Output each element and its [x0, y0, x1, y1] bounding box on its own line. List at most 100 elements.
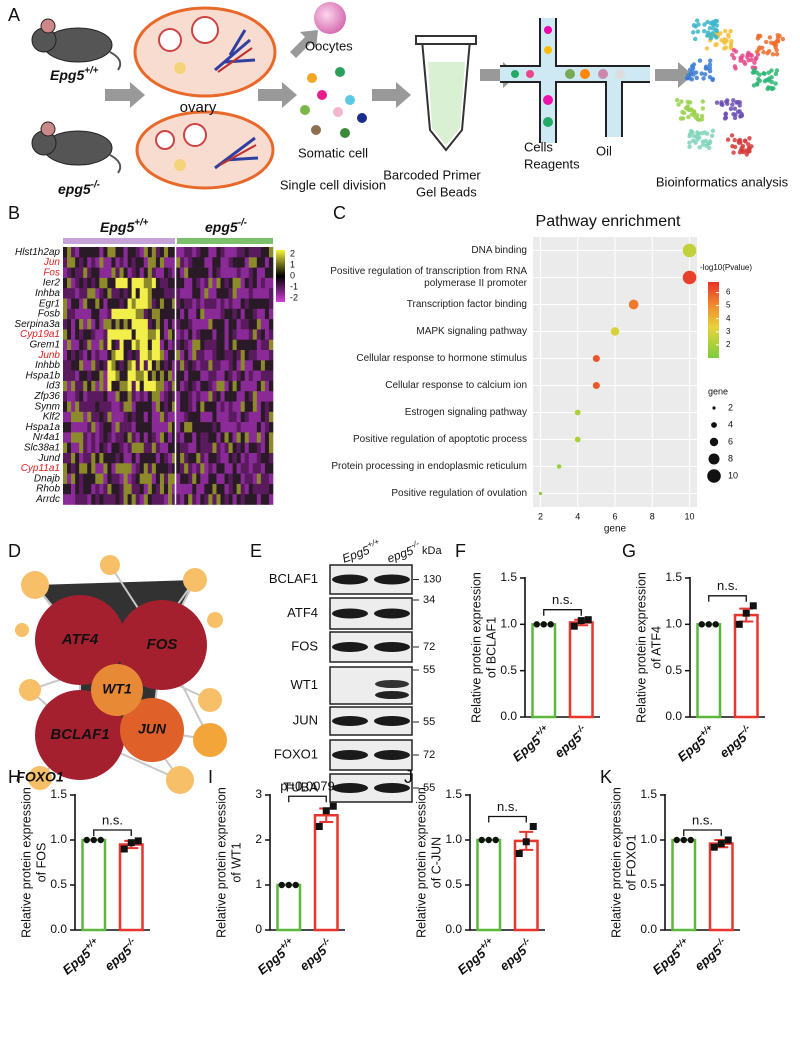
panel-letter: H — [8, 767, 21, 787]
heatmap-cell — [95, 380, 100, 392]
heatmap-cell — [180, 453, 185, 464]
heatmap-cell — [127, 308, 132, 320]
heatmap-cell — [184, 473, 189, 485]
heatmap-cell — [168, 473, 173, 485]
heatmap-cell — [232, 360, 237, 371]
heatmap-cell — [143, 463, 149, 474]
gene-label: Synm — [34, 401, 60, 412]
heatmap-cell — [67, 339, 72, 351]
point — [533, 621, 540, 628]
heatmap-cell — [200, 288, 205, 299]
heatmap-cell — [63, 267, 68, 279]
heatmap-cell — [180, 257, 185, 268]
heatmap-cell — [248, 319, 254, 330]
heatmap-cell — [63, 380, 68, 392]
heatmap-cell — [67, 483, 72, 495]
heatmap-cell — [208, 401, 213, 413]
heatmap-cell — [200, 453, 205, 464]
heatmap-cell — [79, 483, 84, 495]
heatmap-cell — [63, 422, 68, 433]
heatmap-cell — [63, 288, 68, 299]
heatmap-cell — [111, 329, 116, 340]
gene-label: Arrdc — [35, 494, 60, 505]
heatmap-cell — [107, 329, 112, 340]
heatmap-cell — [224, 257, 229, 268]
heatmap-cell — [268, 350, 274, 361]
heatmap-cell — [163, 257, 169, 268]
heatmap-cell — [155, 463, 161, 474]
heatmap-cell — [168, 319, 173, 330]
heatmap-cell — [208, 411, 213, 423]
umap-dot — [701, 142, 706, 147]
heatmap-cell — [107, 380, 112, 392]
heatmap-cell — [107, 442, 112, 454]
x-tick-label: 4 — [575, 511, 580, 521]
y-tick-label: 1.5 — [500, 570, 517, 584]
heatmap-cell — [180, 288, 185, 299]
category-label-box: Positive regulation of ovulation — [391, 488, 527, 499]
band — [374, 750, 410, 760]
heatmap-cell — [260, 453, 266, 464]
heatmap-cell — [135, 370, 141, 382]
heatmap-cell — [212, 391, 217, 402]
heatmap-cell — [264, 494, 270, 505]
heatmap-cell — [143, 422, 149, 433]
colorbar — [276, 250, 285, 302]
heatmap-cell — [143, 483, 149, 495]
heatmap-cell — [220, 277, 225, 289]
heatmap-cell — [188, 360, 193, 371]
heatmap-cell — [83, 380, 88, 392]
colorbar-label: 1 — [290, 259, 295, 269]
heatmap-cell — [91, 247, 96, 258]
gene-label: Nr4a1 — [33, 432, 60, 443]
heatmap-cell — [63, 473, 68, 485]
label-sup: +/+ — [84, 65, 98, 76]
heatmap-cell — [208, 380, 213, 392]
heatmap-cell — [99, 267, 104, 279]
heatmap-cell — [236, 350, 241, 361]
heatmap-cell — [212, 247, 217, 258]
heatmap-cell — [184, 483, 189, 495]
heatmap-cell — [232, 494, 237, 505]
heatmap-cell — [103, 267, 108, 279]
heatmap-cell — [268, 339, 274, 351]
heatmap-cell — [159, 257, 165, 268]
heatmap-cell — [228, 473, 233, 485]
heatmap-cell — [256, 267, 262, 279]
blot-label: FOXO1 — [274, 746, 318, 761]
point — [682, 270, 697, 285]
heatmap-cell — [248, 370, 254, 382]
heatmap-cell — [176, 432, 181, 443]
heatmap-cell — [260, 267, 266, 279]
band — [332, 783, 368, 793]
kda-label: 130 — [423, 573, 441, 585]
heatmap-cell — [240, 350, 246, 361]
heatmap-cell — [196, 308, 201, 320]
heatmap-cell — [208, 442, 213, 454]
heatmap-cell — [168, 463, 173, 474]
blot-label: ATF4 — [287, 605, 318, 620]
heatmap-cell — [123, 401, 128, 413]
heatmap-cell — [151, 494, 157, 505]
heatmap-cell — [236, 494, 241, 505]
heatmap-cell — [111, 350, 116, 361]
heatmap-cell — [71, 329, 76, 340]
size-label: 8 — [728, 453, 733, 463]
heatmap-cell — [256, 463, 262, 474]
umap-dot — [686, 107, 691, 112]
heatmap-cell — [224, 247, 229, 258]
heatmap-cell — [204, 453, 209, 464]
heatmap-cell — [244, 411, 250, 423]
heatmap-cell — [204, 288, 209, 299]
heatmap-cell — [228, 494, 233, 505]
heatmap-cell — [127, 247, 132, 258]
umap-dot — [699, 71, 704, 76]
heatmap-cell — [123, 319, 128, 330]
heatmap-cell — [220, 360, 225, 371]
heatmap-cell — [103, 257, 108, 268]
heatmap-cell — [87, 453, 92, 464]
heatmap-cell — [208, 494, 213, 505]
heatmap-cell — [115, 308, 120, 320]
heatmap-cell — [212, 422, 217, 433]
x-tick-label: epg5-/- — [100, 936, 141, 974]
